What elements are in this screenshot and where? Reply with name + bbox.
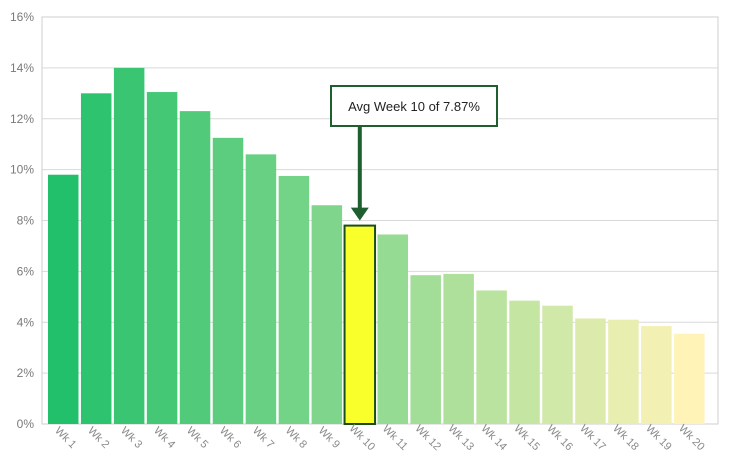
bar-wk-6 <box>212 137 244 424</box>
y-tick-label: 4% <box>17 315 35 329</box>
bar-wk-12 <box>410 275 441 424</box>
x-tick-label: Wk 20 <box>676 423 707 454</box>
x-tick-label: Wk 13 <box>446 423 477 454</box>
bar-wk-13 <box>443 273 474 424</box>
annotation-arrow-head <box>350 207 369 221</box>
y-tick-label: 14% <box>10 61 34 75</box>
x-tick-label: Wk 15 <box>511 423 542 454</box>
bar-wk-19 <box>641 326 672 424</box>
x-tick-label: Wk 6 <box>217 425 243 451</box>
bar-wk-18 <box>608 319 639 424</box>
x-tick-label: Wk 12 <box>413 423 444 454</box>
x-tick-label: Wk 11 <box>380 423 410 453</box>
x-tick-label: Wk 9 <box>316 425 342 451</box>
x-tick-label: Wk 16 <box>544 423 575 454</box>
x-tick-label: Wk 4 <box>151 425 177 451</box>
bar-wk-10 <box>343 224 377 425</box>
x-tick-label: Wk 2 <box>85 425 111 451</box>
annotation-box <box>330 85 498 127</box>
bar-wk-17 <box>575 318 606 424</box>
annotation-text: Avg Week 10 of 7.87% <box>348 99 480 114</box>
y-tick-label: 12% <box>10 112 34 126</box>
y-tick-label: 16% <box>10 10 34 24</box>
y-tick-label: 2% <box>17 366 35 380</box>
x-tick-label: Wk 8 <box>283 425 309 451</box>
x-tick-label: Wk 3 <box>118 425 144 451</box>
x-tick-label: Wk 10 <box>347 423 378 454</box>
y-tick-label: 0% <box>17 417 35 431</box>
x-tick-label: Wk 14 <box>478 423 509 454</box>
x-tick-label: Wk 18 <box>610 423 641 454</box>
bar-wk-14 <box>476 290 507 424</box>
y-tick-label: 8% <box>17 214 35 228</box>
x-tick-label: Wk 5 <box>184 425 210 451</box>
bar-wk-8 <box>278 175 310 424</box>
x-tick-label: Wk 19 <box>643 423 674 454</box>
bar-wk-2 <box>80 93 112 424</box>
bar-wk-3 <box>113 67 145 424</box>
bar-wk-9 <box>311 205 343 424</box>
bar-wk-4 <box>146 92 178 425</box>
bar-wk-7 <box>245 154 277 425</box>
y-tick-label: 6% <box>17 264 35 278</box>
y-tick-label: 10% <box>10 163 34 177</box>
bar-wk-20 <box>674 333 705 424</box>
bar-wk-1 <box>48 174 79 424</box>
bar-wk-16 <box>542 305 573 424</box>
bar-wk-15 <box>509 300 540 424</box>
x-tick-label: Wk 17 <box>577 423 608 454</box>
x-tick-label: Wk 1 <box>52 425 78 451</box>
bars <box>48 67 705 425</box>
x-tick-label: Wk 7 <box>250 425 276 451</box>
bar-wk-5 <box>179 111 211 425</box>
bar-wk-11 <box>377 234 408 424</box>
